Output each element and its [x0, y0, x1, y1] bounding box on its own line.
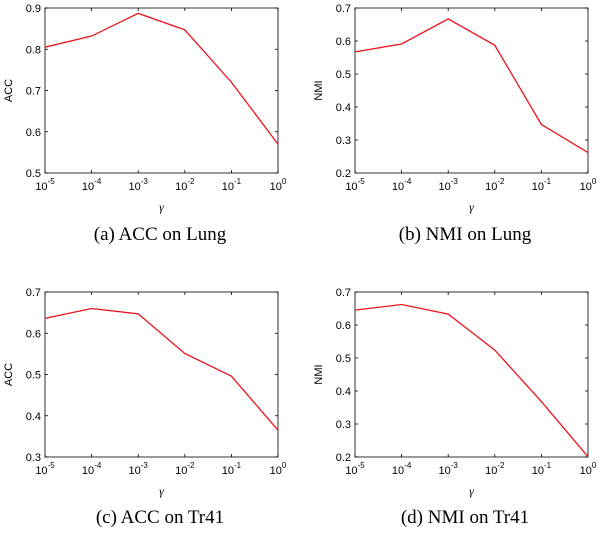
x-tick-label: 10-2: [485, 461, 505, 477]
caption-acc-lung: (a) ACC on Lung: [93, 224, 227, 245]
y-tick-label: 0.3: [336, 419, 351, 431]
y-tick-label: 0.4: [336, 102, 351, 114]
x-tick-label: 10-3: [439, 177, 459, 193]
x-tick-label: 100: [270, 177, 287, 193]
x-tick-label: 10-4: [82, 461, 102, 477]
caption-acc-tr41: (c) ACC on Tr41: [95, 507, 225, 528]
x-tick-label: 10-5: [345, 461, 365, 477]
y-axis-label: NMI: [313, 364, 325, 384]
chart-svg: 10-5 10-4 10-3 10-2 10-1 100 0.2 0.3 0.4 0.5 0.6 0.…: [313, 287, 597, 498]
chart-nmi-lung: 10-5 10-4 10-3 10-2 10-1 100 0.2 0.3 0.4 0.5 0.6 0.…: [310, 0, 607, 225]
x-tick-label: 100: [580, 461, 597, 477]
y-tick-label: 0.7: [26, 287, 41, 299]
x-tick-label: 100: [580, 177, 597, 193]
x-tick-label: 10-4: [392, 461, 412, 477]
series-line: [354, 303, 589, 458]
x-axis-label: γ: [159, 200, 164, 214]
y-axis-label: ACC: [3, 79, 15, 102]
x-tick-label: 10-3: [439, 461, 459, 477]
chart-svg: 10-5 10-4 10-3 10-2 10-1 100 0.5 0.6 0.7 0.8 0.9 γ A…: [3, 3, 287, 214]
x-tick-label: 10-3: [129, 177, 149, 193]
chart-svg: 10-5 10-4 10-3 10-2 10-1 100 0.3 0.4 0.5 0.6 0.7 γ A…: [3, 287, 287, 498]
plot-frame: [354, 7, 589, 174]
x-tick-label: 10-1: [222, 177, 242, 193]
x-tick-label: 10-3: [129, 461, 149, 477]
x-tick-label: 10-2: [175, 177, 195, 193]
y-tick-label: 0.6: [26, 127, 41, 139]
chart-nmi-tr41: 10-5 10-4 10-3 10-2 10-1 100 0.2 0.3 0.4 0.5 0.6 0.…: [310, 284, 607, 509]
y-tick-label: 0.5: [26, 370, 41, 382]
x-axis-label: γ: [159, 484, 164, 498]
y-tick-label: 0.4: [26, 411, 41, 423]
y-tick-label: 0.9: [26, 3, 41, 15]
x-tick-label: 10-2: [175, 461, 195, 477]
caption-nmi-lung: (b) NMI on Lung: [398, 224, 532, 245]
x-tick-label: 10-5: [345, 177, 365, 193]
y-axis-label: ACC: [3, 363, 15, 386]
x-tick-label: 10-1: [222, 461, 242, 477]
series-line: [44, 307, 279, 431]
y-tick-label: 0.2: [336, 452, 351, 464]
x-tick-label: 10-1: [532, 461, 552, 477]
chart-acc-tr41: 10-5 10-4 10-3 10-2 10-1 100 0.3 0.4 0.5 0.6 0.7 γ A…: [0, 284, 300, 509]
x-axis-label: γ: [469, 200, 474, 214]
y-tick-label: 0.7: [336, 3, 351, 15]
x-tick-label: 100: [270, 461, 287, 477]
plot-frame: [44, 7, 279, 174]
x-tick-label: 10-5: [35, 177, 55, 193]
chart-acc-lung: 10-5 10-4 10-3 10-2 10-1 100 0.5 0.6 0.7 0.8 0.9 γ A…: [0, 0, 300, 225]
y-tick-label: 0.6: [336, 320, 351, 332]
series-line: [44, 12, 279, 145]
x-tick-label: 10-5: [35, 461, 55, 477]
caption-nmi-tr41: (d) NMI on Tr41: [400, 507, 530, 528]
x-tick-label: 10-4: [392, 177, 412, 193]
x-tick-label: 10-2: [485, 177, 505, 193]
series-line: [354, 18, 589, 154]
y-tick-label: 0.3: [336, 135, 351, 147]
y-tick-label: 0.5: [336, 69, 351, 81]
chart-svg: 10-5 10-4 10-3 10-2 10-1 100 0.2 0.3 0.4 0.5 0.6 0.…: [313, 3, 597, 214]
y-tick-label: 0.8: [26, 44, 41, 56]
y-tick-label: 0.6: [26, 328, 41, 340]
plot-frame: [44, 291, 279, 458]
y-tick-label: 0.7: [26, 86, 41, 98]
y-tick-label: 0.7: [336, 287, 351, 299]
x-tick-label: 10-1: [532, 177, 552, 193]
y-tick-label: 0.3: [26, 452, 41, 464]
y-tick-label: 0.6: [336, 36, 351, 48]
y-axis-label: NMI: [313, 80, 325, 100]
y-tick-label: 0.4: [336, 386, 351, 398]
plot-frame: [354, 291, 589, 458]
x-axis-label: γ: [469, 484, 474, 498]
y-tick-label: 0.5: [26, 168, 41, 180]
x-tick-label: 10-4: [82, 177, 102, 193]
y-tick-label: 0.5: [336, 353, 351, 365]
y-tick-label: 0.2: [336, 168, 351, 180]
